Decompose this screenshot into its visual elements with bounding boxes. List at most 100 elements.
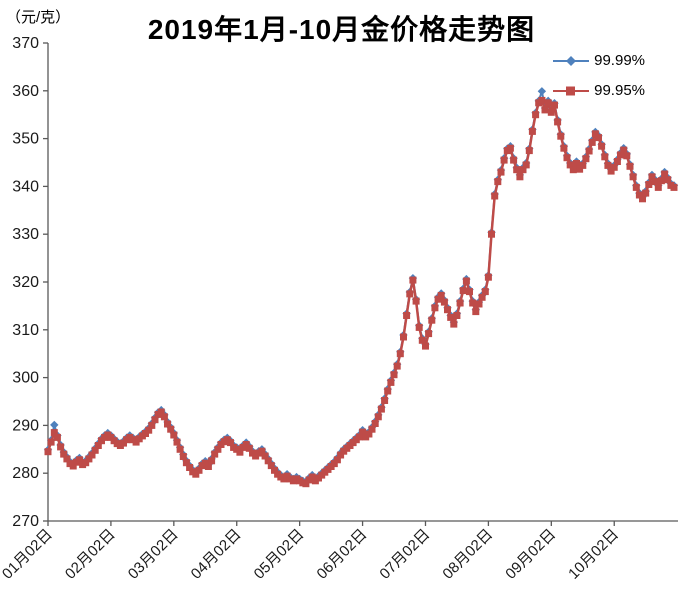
x-tick-label: 03月02日 <box>125 526 182 583</box>
marker-square <box>44 448 52 456</box>
marker-square <box>157 408 165 416</box>
marker-square <box>510 156 518 164</box>
marker-square <box>588 138 596 146</box>
marker-square <box>617 151 624 159</box>
marker-square <box>57 443 65 451</box>
marker-square <box>635 191 643 199</box>
marker-square <box>569 166 577 174</box>
marker-square <box>267 462 275 470</box>
marker-square <box>195 466 203 474</box>
x-tick-label: 10月02日 <box>565 526 622 583</box>
marker-square <box>88 451 96 459</box>
marker-square <box>475 300 483 308</box>
y-axis-unit-label: （元/克） <box>6 9 71 26</box>
series-9995-line <box>46 98 675 486</box>
marker-square <box>595 134 602 142</box>
marker-square <box>661 170 669 178</box>
marker-square <box>148 421 156 429</box>
marker-square <box>400 333 407 341</box>
marker-square <box>484 273 492 281</box>
marker-square <box>50 429 58 437</box>
marker-square <box>604 161 612 169</box>
marker-square <box>513 166 521 174</box>
marker-square <box>459 287 467 295</box>
marker-square <box>170 431 178 439</box>
marker-square <box>551 101 558 109</box>
marker-square <box>76 456 83 464</box>
marker-square <box>591 130 599 138</box>
y-tick-label: 360 <box>12 83 39 100</box>
marker-square <box>173 438 181 446</box>
marker-square <box>607 167 615 175</box>
marker-square <box>85 455 93 463</box>
marker-square <box>53 433 61 441</box>
marker-square <box>390 371 398 379</box>
marker-square <box>406 290 414 298</box>
marker-square <box>415 323 423 331</box>
marker-square <box>598 142 606 150</box>
marker-square <box>632 183 640 191</box>
y-tick-label: 280 <box>12 465 39 482</box>
marker-square <box>308 473 316 481</box>
marker-square <box>82 459 90 467</box>
marker-square <box>368 425 376 433</box>
y-tick-label: 340 <box>12 178 39 195</box>
y-tick-label: 330 <box>12 226 39 243</box>
marker-square <box>204 463 212 470</box>
marker-square <box>151 416 159 424</box>
marker-square <box>664 176 672 184</box>
marker-square <box>670 183 678 191</box>
marker-square <box>63 455 71 463</box>
marker-square <box>557 132 565 140</box>
marker-square <box>214 445 222 453</box>
marker-square <box>541 106 549 114</box>
marker-square <box>179 453 187 460</box>
marker-square <box>585 147 593 155</box>
marker-square <box>434 295 442 303</box>
marker-square <box>462 277 470 285</box>
marker-square <box>428 316 436 324</box>
y-tick-label: 350 <box>12 131 39 148</box>
marker-square <box>544 99 552 107</box>
marker-square <box>211 450 219 458</box>
marker-square <box>500 156 508 164</box>
y-tick-label: 270 <box>12 513 39 530</box>
marker-square <box>431 304 439 312</box>
marker-square <box>453 312 461 319</box>
legend-label-9995: 99.95% <box>594 82 645 99</box>
marker-square <box>488 230 495 238</box>
y-tick-label: 320 <box>12 274 39 291</box>
x-tick-label: 02月02日 <box>62 526 119 583</box>
marker-square <box>242 441 250 448</box>
marker-square <box>620 146 628 154</box>
marker-square <box>648 173 656 181</box>
marker-square <box>160 413 168 421</box>
marker-square <box>374 413 382 421</box>
chart-title: 2019年1月-10月金价格走势图 <box>147 14 536 45</box>
marker-square <box>91 446 99 454</box>
marker-square <box>337 451 345 459</box>
marker-square <box>573 160 580 167</box>
y-tick-label: 310 <box>12 322 39 339</box>
marker-square <box>182 459 190 467</box>
marker-square <box>176 445 184 453</box>
marker-square <box>525 147 533 155</box>
marker-square <box>359 428 367 436</box>
marker-square <box>355 433 363 441</box>
marker-square <box>271 466 278 474</box>
marker-square <box>447 313 455 321</box>
marker-square <box>481 288 489 296</box>
x-tick-label: 07月02日 <box>376 526 433 583</box>
marker-square <box>654 183 662 191</box>
marker-square <box>164 420 171 428</box>
marker-square <box>629 173 637 181</box>
x-tick-label: 05月02日 <box>251 526 308 583</box>
marker-square <box>547 108 555 116</box>
marker-square <box>516 173 524 181</box>
series-9999-line <box>47 87 675 483</box>
marker-square <box>384 387 392 395</box>
marker-square <box>560 144 568 152</box>
marker-square <box>582 155 590 163</box>
